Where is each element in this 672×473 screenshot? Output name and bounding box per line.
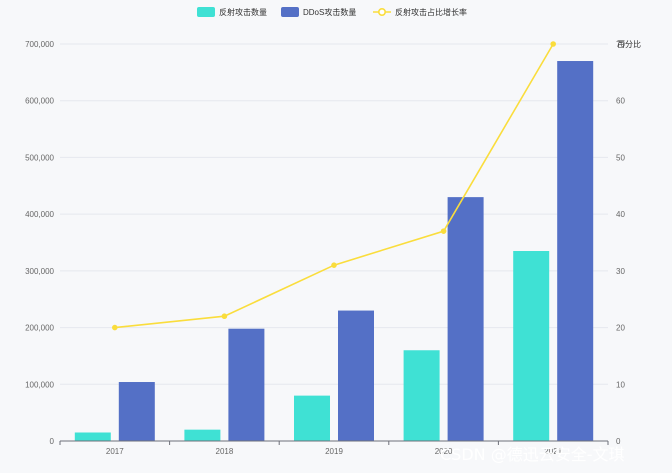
x-tick-label: 2021	[544, 447, 562, 456]
y-left-tick-label: 700,000	[25, 40, 54, 49]
x-tick-label: 2020	[435, 447, 453, 456]
y-right-tick-label: 60	[616, 97, 625, 106]
watermark-text: CSDN @德迅云安全-文琪	[440, 445, 624, 464]
y-right-tick-label: 40	[616, 210, 625, 219]
bar	[513, 251, 550, 441]
legend-swatch	[281, 7, 299, 17]
y-right-tick-label: 30	[616, 267, 625, 276]
x-tick-label: 2019	[325, 447, 343, 456]
grid-lines	[60, 43, 608, 385]
y-right-tick-label: 70	[616, 40, 625, 49]
line-series	[114, 43, 554, 329]
y-right-tick-label: 20	[616, 324, 625, 333]
legend-label: 反射攻击占比增长率	[395, 7, 467, 17]
bar	[403, 350, 440, 441]
bar	[294, 395, 330, 441]
bar	[184, 429, 221, 441]
legend: 反射攻击数量 DDoS攻击数量 反射攻击占比增长率	[197, 7, 467, 17]
y-left-tick-label: 100,000	[25, 380, 54, 389]
x-tick-label: 2018	[216, 447, 234, 456]
legend-swatch	[197, 7, 215, 17]
bar	[447, 197, 484, 441]
y-left-tick-label: 500,000	[25, 153, 54, 162]
bars	[74, 61, 594, 442]
bar	[557, 61, 594, 442]
bar	[228, 328, 265, 441]
line-point	[550, 41, 557, 47]
x-tick-label: 2017	[106, 447, 124, 456]
bar	[74, 432, 111, 441]
legend-label: 反射攻击数量	[219, 7, 267, 17]
line-point	[331, 262, 337, 268]
line-point	[112, 324, 118, 331]
line-point	[221, 313, 228, 320]
line-point	[440, 228, 447, 234]
legend-label: DDoS攻击数量	[303, 7, 356, 17]
legend-line-marker	[377, 8, 386, 17]
y-left-tick-label: 200,000	[25, 324, 54, 333]
y-right-tick-label: 10	[616, 380, 625, 389]
y-right-axis-name: 百分比	[617, 39, 641, 49]
bar	[118, 382, 155, 441]
y-left-tick-label: 300,000	[25, 267, 54, 276]
y-right-tick-label: 50	[616, 153, 625, 162]
growth-line	[112, 41, 557, 331]
y-left-tick-label: 400,000	[25, 210, 54, 219]
y-left-tick-label: 0	[50, 437, 55, 446]
y-right-tick-label: 0	[616, 437, 621, 446]
bar	[338, 310, 374, 441]
y-left-tick-label: 600,000	[25, 97, 54, 106]
axes: 0 100,000 200,000 300,000 400,000 500,000 600,…	[25, 40, 625, 456]
